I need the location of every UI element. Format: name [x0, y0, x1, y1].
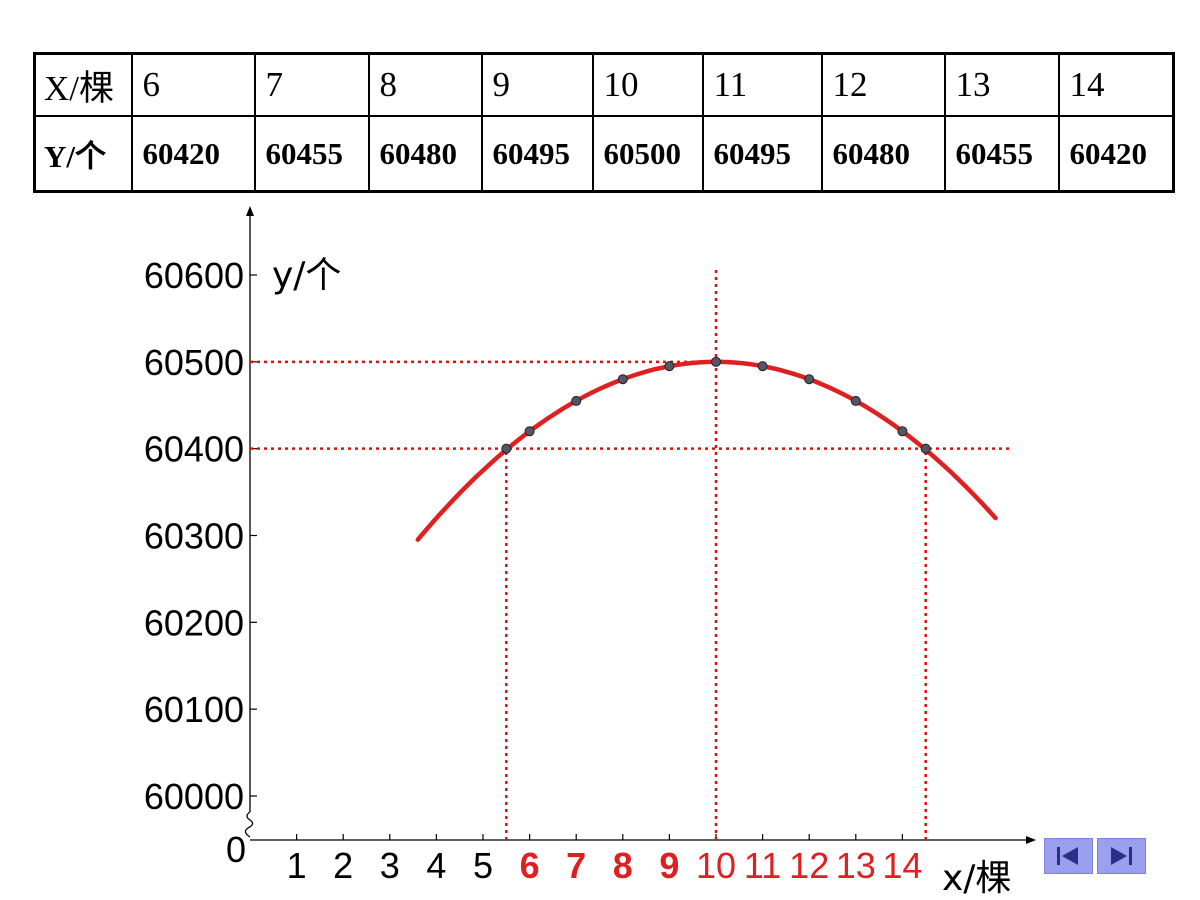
x-cell: 9	[480, 52, 594, 117]
y-cell: 60495	[701, 115, 823, 193]
x-cell: 12	[820, 52, 946, 117]
x-tick-label: 5	[473, 845, 493, 886]
data-point	[711, 356, 721, 367]
x-cell: 8	[367, 52, 483, 117]
y-cell: 60495	[480, 115, 594, 193]
data-point	[897, 426, 908, 437]
x-tick-label: 12	[789, 845, 829, 886]
data-point	[617, 374, 628, 385]
x-header: X/棵	[33, 52, 133, 117]
next-slide-button[interactable]	[1097, 838, 1146, 874]
y-tick-label: 60100	[144, 689, 244, 730]
y-tick-label: 60500	[144, 342, 244, 383]
data-table: X/棵 6 7 8 9 10 11 12 13 14 Y/个 60420 604…	[33, 52, 1175, 193]
x-axis-arrow	[1026, 836, 1036, 844]
data-point	[850, 395, 861, 406]
y-axis-break	[244, 811, 254, 838]
x-axis-title: x/棵	[942, 858, 1011, 899]
x-tick-label: 14	[882, 845, 922, 886]
x-cell: 6	[130, 52, 256, 117]
x-tick-label: 11	[744, 845, 781, 886]
x-tick-label: 9	[659, 845, 679, 886]
y-cell: 60455	[943, 115, 1060, 193]
x-tick-label: 10	[696, 845, 736, 886]
x-cell: 11	[701, 52, 823, 117]
x-cell: 13	[943, 52, 1060, 117]
y-tick-label: 60300	[144, 516, 244, 557]
data-point	[571, 395, 582, 406]
y-cell: 60480	[367, 115, 483, 193]
data-point	[501, 443, 512, 454]
skip-back-icon	[1057, 847, 1078, 865]
x-cell: 10	[591, 52, 704, 117]
x-cell: 7	[253, 52, 370, 117]
table-row-x: X/棵 6 7 8 9 10 11 12 13 14	[33, 52, 1175, 117]
x-tick-label: 3	[380, 845, 400, 886]
x-tick-label: 1	[287, 845, 307, 886]
x-tick-label: 4	[426, 845, 446, 886]
x-tick-label: 13	[836, 845, 876, 886]
table-row-y: Y/个 60420 60455 60480 60495 60500 60495 …	[33, 115, 1175, 193]
y-cell: 60420	[130, 115, 256, 193]
x-tick-label: 7	[566, 845, 586, 886]
x-tick-label: 6	[520, 845, 540, 886]
y-tick-label: 60600	[144, 255, 244, 296]
data-point	[920, 443, 931, 454]
y-tick-label: 60200	[144, 602, 244, 643]
x-cell: 14	[1057, 52, 1175, 117]
y-cell: 60500	[591, 115, 704, 193]
y-tick-label: 60000	[144, 776, 244, 817]
y-cell: 60480	[820, 115, 946, 193]
y-axis-title: y/个	[272, 255, 341, 296]
y-axis-arrow	[246, 206, 254, 216]
y-header: Y/个	[33, 115, 133, 193]
data-point	[804, 374, 815, 385]
y-cell: 60455	[253, 115, 370, 193]
y-tick-label: 60400	[144, 429, 244, 470]
prev-slide-button[interactable]	[1044, 838, 1093, 874]
data-point	[757, 361, 768, 372]
x-tick-label: 8	[613, 845, 633, 886]
y-tick-label: 0	[226, 829, 246, 870]
data-point	[664, 361, 675, 372]
skip-forward-icon	[1111, 847, 1132, 865]
y-cell: 60420	[1057, 115, 1175, 193]
x-tick-label: 2	[333, 845, 353, 886]
data-point	[524, 426, 535, 437]
